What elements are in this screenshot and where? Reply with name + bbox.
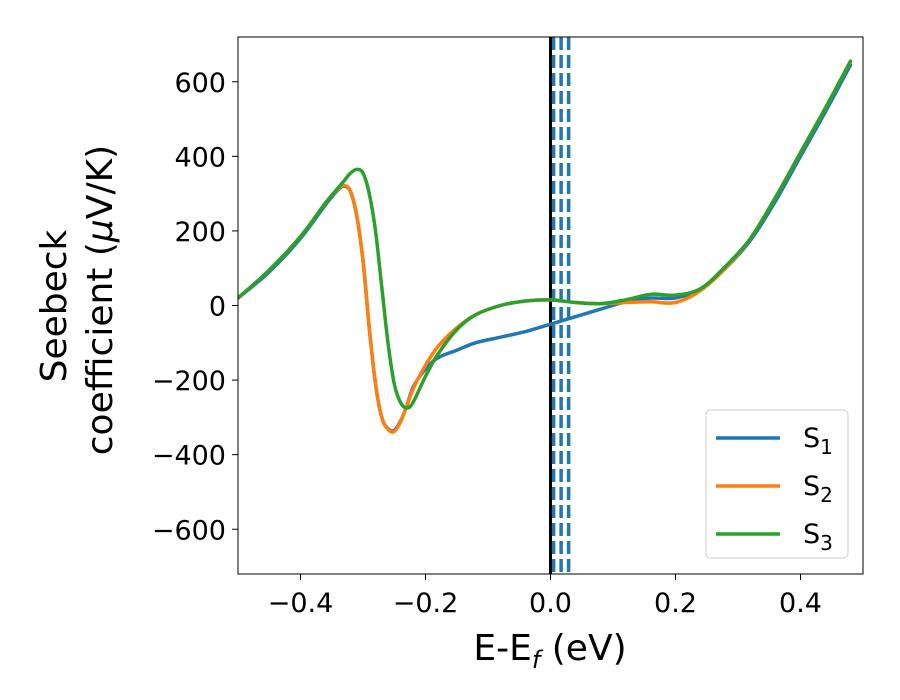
vertical-lines: [549, 37, 571, 574]
y-axis-label-line1: Seebeck: [34, 229, 75, 382]
legend-label-s3: S3: [803, 519, 833, 555]
legend-entries: S1 S2 S3: [716, 423, 833, 555]
y-tick-label: −600: [152, 515, 226, 546]
legend-label-s1: S1: [803, 423, 833, 459]
series-lines: [238, 59, 853, 434]
series-line-s3: [238, 59, 853, 410]
y-tick-label: 600: [174, 68, 226, 99]
x-tick-label: −0.2: [393, 588, 459, 619]
x-tick-label: 0.4: [779, 588, 822, 619]
y-tick-label: −400: [152, 441, 226, 472]
legend-label-s2: S2: [803, 471, 833, 507]
legend-box: [705, 409, 849, 559]
y-axis-label-line2: coefficient (μV/K): [80, 145, 121, 455]
y-tick-label: 400: [174, 142, 226, 173]
y-axis-ticks: −600 −400 −200 0 200 400 600: [152, 68, 238, 546]
x-axis-ticks: −0.4 −0.2 0.0 0.2 0.4: [268, 574, 822, 619]
x-tick-label: −0.4: [268, 588, 334, 619]
legend: S1 S2 S3: [705, 409, 849, 559]
x-tick-label: 0.2: [654, 588, 697, 619]
y-tick-label: 0: [209, 292, 226, 323]
x-tick-label: 0.0: [529, 588, 572, 619]
y-tick-label: −200: [152, 366, 226, 397]
y-tick-label: 200: [174, 217, 226, 248]
x-axis-label: E-Ef (eV): [473, 628, 626, 674]
